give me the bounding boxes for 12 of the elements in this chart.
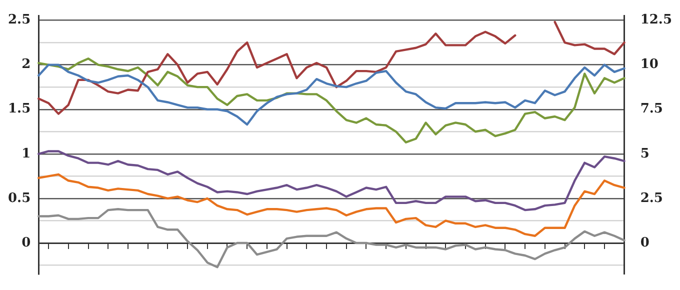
y2-tick-label: 12.5 <box>640 12 672 28</box>
y2-tick-label: 5 <box>640 146 650 162</box>
y2-tick-label: 2.5 <box>640 190 663 206</box>
y-tick-label: 1 <box>22 146 31 162</box>
y-tick-label: 1.5 <box>8 102 31 117</box>
y2-tick-label: 0 <box>640 235 650 250</box>
y-tick-label: 2.5 <box>8 12 31 28</box>
y-tick-label: 2 <box>22 57 31 72</box>
y-tick-label: 0 <box>22 235 31 250</box>
y2-tick-label: 10 <box>640 57 658 72</box>
y-tick-label: 0.5 <box>8 190 31 206</box>
y2-tick-label: 7.5 <box>640 102 663 117</box>
